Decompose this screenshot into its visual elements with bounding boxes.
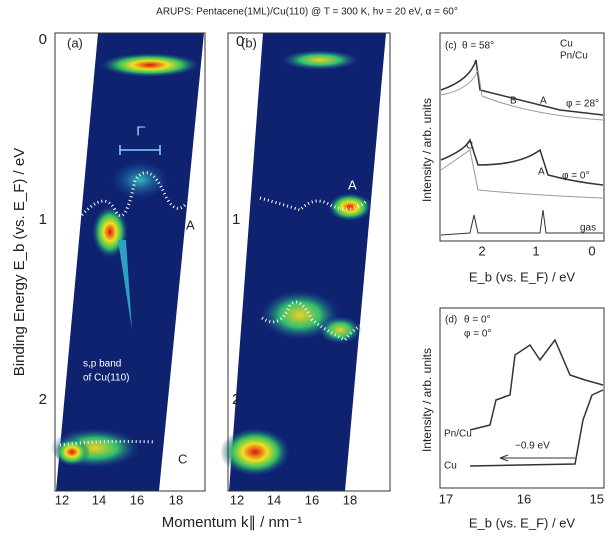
y-tick-label: 0 (39, 31, 47, 48)
intensity-spot (280, 50, 360, 70)
annotation: θ = 58° (462, 41, 494, 52)
annotation: B (362, 321, 371, 336)
y-axis-label: Binding Energy E_b (vs. E_F) / eV (11, 148, 28, 376)
intensity-spot (328, 193, 372, 221)
annotation: Γ̄ (136, 123, 145, 138)
figure-title: ARUPS: Pentacene(1ML)/Cu(110) @ T = 300 … (156, 7, 458, 18)
annotation: gas (580, 223, 596, 234)
legend-entry: Pn/Cu (560, 51, 588, 62)
panel-d: (d) θ = 0° φ = 0° Pn/Cu Cu −0.9 eV 17 16… (420, 307, 605, 530)
x-tick-label: 17 (439, 491, 453, 506)
annotation: φ = 28° (566, 99, 599, 110)
spectrum (440, 68, 604, 121)
x-tick-label: 16 (517, 491, 531, 506)
annotation: B (510, 96, 517, 107)
intensity-spot (220, 428, 290, 476)
x-tick-label: 12 (230, 492, 244, 507)
x-tick-label: 12 (55, 492, 69, 507)
annotation: C (178, 451, 187, 466)
annotation: −0.9 eV (515, 441, 550, 452)
y-axis-label: Intensity / arb. units (420, 348, 434, 452)
panel-a: (a) 0 1 2 12 14 16 18 Γ̄ A C s,p band of… (39, 31, 206, 507)
spectrum (440, 149, 604, 199)
panel-b: (b) 0 1 2 12 14 16 18 A B (220, 32, 391, 507)
gamma-bar (119, 145, 161, 155)
x-tick-label: 18 (343, 492, 357, 507)
band-dots (59, 439, 156, 447)
x-tick-label: 15 (590, 491, 604, 506)
panel-label: (b) (241, 35, 257, 50)
x-tick-label: 14 (92, 492, 106, 507)
annotation: Pn/Cu (444, 429, 472, 440)
band-dots (80, 171, 187, 218)
intensity-spot (100, 53, 200, 77)
x-tick-label: 2 (478, 243, 485, 258)
panel-frame (439, 32, 605, 242)
annotation: A (538, 167, 545, 178)
annotation: A (348, 177, 357, 192)
panel-frame (227, 32, 391, 492)
band-dots (261, 300, 376, 342)
panel-frame (54, 32, 206, 492)
panel-label: (d) (445, 315, 457, 326)
annotation: s,p band (83, 359, 121, 370)
x-axis-label: E_b (vs. E_F) / eV (469, 515, 576, 530)
y-tick-label: 2 (39, 391, 47, 408)
x-tick-label: 1 (532, 243, 539, 258)
y-tick-label: 1 (39, 211, 47, 228)
annotation: φ = 0° (464, 329, 491, 340)
shift-arrow (499, 454, 575, 462)
x-tick-label: 14 (267, 492, 281, 507)
legend-entry: Cu (560, 39, 573, 50)
intensity-spot (318, 316, 362, 344)
annotation: φ = 0° (562, 171, 589, 182)
y-tick-label: 2 (232, 391, 240, 408)
spectrum (440, 59, 604, 116)
annotation: A (186, 217, 195, 232)
annotation: θ = 0° (464, 315, 491, 326)
spectrum (440, 209, 603, 236)
panel-label: (a) (67, 35, 83, 50)
panel-c: (c) θ = 58° Cu Pn/Cu B A φ = 28° C A φ =… (420, 32, 605, 284)
x-axis-label: Momentum k∥ / nm⁻¹ (162, 514, 302, 531)
annotation: A (540, 96, 547, 107)
intensity-spot (110, 160, 170, 200)
y-axis-label: Intensity / arb. units (420, 98, 434, 202)
spectrum (440, 138, 604, 186)
x-tick-label: 18 (169, 492, 183, 507)
panel-frame (439, 307, 605, 489)
x-tick-label: 16 (130, 492, 144, 507)
x-axis-label: E_b (vs. E_F) / eV (469, 269, 576, 284)
annotation: of Cu(110) (83, 373, 130, 384)
annotation: Cu (444, 461, 457, 472)
panel-label: (c) (445, 41, 457, 52)
y-tick-label: 1 (232, 211, 240, 228)
x-tick-label: 16 (305, 492, 319, 507)
intensity-spot (54, 438, 90, 466)
sp-band (118, 240, 132, 330)
map-background (229, 33, 386, 491)
spectrum (469, 389, 604, 467)
y-tick-label: 0 (236, 33, 244, 50)
x-tick-label: 0 (588, 243, 595, 258)
spectrum (469, 338, 604, 431)
annotation: C (466, 141, 473, 152)
map-background (56, 33, 204, 491)
